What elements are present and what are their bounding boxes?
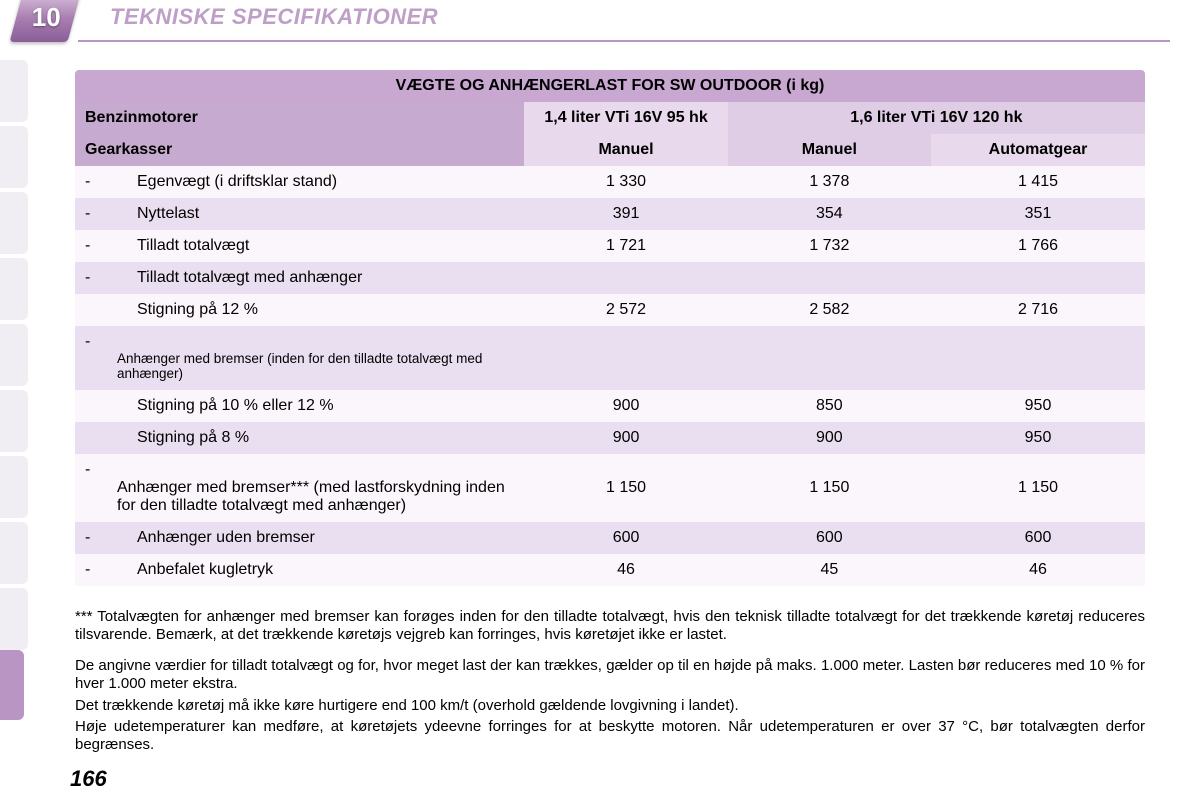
footnotes: *** Totalvægten for anhænger med bremser…	[75, 608, 1145, 754]
row-value: 351	[931, 198, 1145, 230]
tab-mark	[0, 588, 28, 650]
engine-1: 1,4 liter VTi 16V 95 hk	[524, 102, 727, 134]
row-value: 1 150	[931, 454, 1145, 522]
row-label: -Tilladt totalvægt med anhænger	[75, 262, 524, 294]
row-label: -Anhænger med bremser (inden for den til…	[75, 326, 524, 390]
page-number: 166	[70, 766, 107, 792]
table-row: -Nyttelast391354351	[75, 198, 1145, 230]
row-value	[524, 326, 727, 390]
tab-mark	[0, 390, 28, 452]
page-body: VÆGTE OG ANHÆNGERLAST FOR SW OUTDOOR (i …	[75, 70, 1145, 758]
row-value	[728, 326, 931, 390]
row-value: 900	[524, 390, 727, 422]
row-value: 1 415	[931, 166, 1145, 198]
tab-mark	[0, 522, 28, 584]
gearbox-2: Manuel	[728, 134, 931, 166]
row-value: 1 150	[728, 454, 931, 522]
engines-label: Benzinmotorer	[75, 102, 524, 134]
table-row: Stigning på 12 %2 5722 5822 716	[75, 294, 1145, 326]
left-tab-strip	[0, 60, 28, 740]
row-label: -Anhænger med bremser*** (med lastforsky…	[75, 454, 524, 522]
row-value: 900	[728, 422, 931, 454]
tab-mark	[0, 60, 28, 122]
title-rule	[78, 40, 1170, 42]
row-value: 600	[728, 522, 931, 554]
row-label: -Anhænger uden bremser	[75, 522, 524, 554]
table-row: -Egenvægt (i driftsklar stand)1 3301 378…	[75, 166, 1145, 198]
table-row: Stigning på 10 % eller 12 %900850950	[75, 390, 1145, 422]
row-label: -Tilladt totalvægt	[75, 230, 524, 262]
table-row: -Anhænger uden bremser600600600	[75, 522, 1145, 554]
tab-mark	[0, 258, 28, 320]
row-value: 1 732	[728, 230, 931, 262]
chapter-badge: 10	[10, 0, 81, 42]
table-row: -Anbefalet kugletryk464546	[75, 554, 1145, 586]
table-title: VÆGTE OG ANHÆNGERLAST FOR SW OUTDOOR (i …	[75, 70, 1145, 102]
table-row: -Anhænger med bremser (inden for den til…	[75, 326, 1145, 390]
row-label: -Anbefalet kugletryk	[75, 554, 524, 586]
row-value	[524, 262, 727, 294]
row-value: 600	[524, 522, 727, 554]
section-title: TEKNISKE SPECIFIKATIONER	[110, 4, 438, 30]
gearbox-1: Manuel	[524, 134, 727, 166]
row-value: 1 150	[524, 454, 727, 522]
spec-table: VÆGTE OG ANHÆNGERLAST FOR SW OUTDOOR (i …	[75, 70, 1145, 586]
chapter-number: 10	[17, 0, 75, 33]
row-value: 391	[524, 198, 727, 230]
row-value	[931, 326, 1145, 390]
tab-mark	[0, 456, 28, 518]
row-value: 45	[728, 554, 931, 586]
tab-mark	[0, 126, 28, 188]
footnote-3: Det trækkende køretøj må ikke køre hurti…	[75, 697, 1145, 715]
row-label: Stigning på 10 % eller 12 %	[75, 390, 524, 422]
row-value: 2 716	[931, 294, 1145, 326]
row-label: -Egenvægt (i driftsklar stand)	[75, 166, 524, 198]
row-value: 46	[524, 554, 727, 586]
footnote-2: De angivne værdier for tilladt totalvægt…	[75, 657, 1145, 692]
row-value: 1 766	[931, 230, 1145, 262]
table-row: -Tilladt totalvægt1 7211 7321 766	[75, 230, 1145, 262]
row-value: 600	[931, 522, 1145, 554]
gearbox-header-row: Gearkasser Manuel Manuel Automatgear	[75, 134, 1145, 166]
engine-2: 1,6 liter VTi 16V 120 hk	[728, 102, 1145, 134]
row-value	[728, 262, 931, 294]
row-value: 354	[728, 198, 931, 230]
row-value: 1 378	[728, 166, 931, 198]
row-label: Stigning på 8 %	[75, 422, 524, 454]
row-value: 950	[931, 422, 1145, 454]
table-row: -Anhænger med bremser*** (med lastforsky…	[75, 454, 1145, 522]
table-row: Stigning på 8 %900900950	[75, 422, 1145, 454]
row-label: Stigning på 12 %	[75, 294, 524, 326]
gearbox-label: Gearkasser	[75, 134, 524, 166]
row-value	[931, 262, 1145, 294]
tab-mark	[0, 192, 28, 254]
row-value: 900	[524, 422, 727, 454]
tab-mark	[0, 324, 28, 386]
row-value: 1 330	[524, 166, 727, 198]
footnote-1: *** Totalvægten for anhænger med bremser…	[75, 608, 1145, 643]
row-value: 1 721	[524, 230, 727, 262]
side-accent	[0, 650, 24, 720]
row-value: 2 582	[728, 294, 931, 326]
gearbox-3: Automatgear	[931, 134, 1145, 166]
row-value: 2 572	[524, 294, 727, 326]
row-value: 46	[931, 554, 1145, 586]
table-row: -Tilladt totalvægt med anhænger	[75, 262, 1145, 294]
footnote-4: Høje udetemperaturer kan medføre, at kør…	[75, 718, 1145, 753]
engines-header-row: Benzinmotorer 1,4 liter VTi 16V 95 hk 1,…	[75, 102, 1145, 134]
table-title-row: VÆGTE OG ANHÆNGERLAST FOR SW OUTDOOR (i …	[75, 70, 1145, 102]
row-value: 950	[931, 390, 1145, 422]
row-value: 850	[728, 390, 931, 422]
row-label: -Nyttelast	[75, 198, 524, 230]
